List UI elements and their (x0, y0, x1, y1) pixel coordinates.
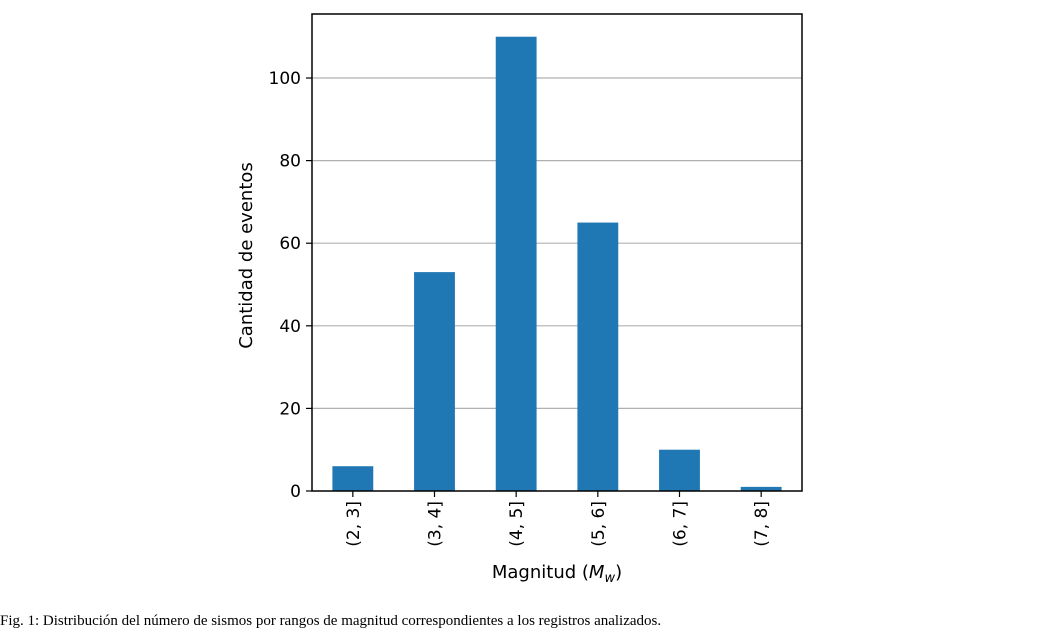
bar (414, 272, 455, 491)
y-tick-label: 0 (290, 482, 301, 502)
x-tick-label: (2, 3] (344, 501, 364, 547)
y-axis-label: Cantidad de eventos (236, 162, 257, 349)
x-tick-label: (5, 6] (589, 501, 609, 547)
y-tick-label: 20 (279, 399, 301, 419)
bar (740, 486, 782, 491)
bars (332, 36, 782, 491)
bar-chart: 0 20 40 60 80 100 (2, 3] (3, 4] (4, 5] (5, 6] (6,… (236, 13, 803, 586)
y-tick-label: 80 (279, 152, 301, 172)
x-tick-label: (6, 7] (671, 501, 691, 547)
bar (332, 466, 374, 491)
y-tick-label: 100 (269, 69, 301, 89)
x-axis-label-close: ) (615, 562, 622, 583)
y-tick-label: 40 (279, 317, 301, 337)
x-axis-label-text: Magnitud ( (492, 562, 589, 583)
x-tick-label: (3, 4] (426, 501, 446, 547)
y-tick-label: 60 (279, 234, 301, 254)
x-axis-label-symbol: M (589, 562, 605, 583)
bar (659, 449, 700, 491)
plot-frame (311, 13, 803, 492)
figure-caption: Fig. 1: Distribución del número de sismo… (0, 613, 662, 629)
x-axis-label-subscript: w (604, 571, 615, 586)
y-axis-ticks: 0 20 40 60 80 100 (269, 69, 312, 502)
x-axis-ticks: (2, 3] (3, 4] (4, 5] (5, 6] (6, 7] (7, 8] (344, 491, 772, 547)
x-tick-label: (4, 5] (507, 501, 527, 547)
bar (577, 222, 619, 491)
bar (495, 36, 537, 491)
x-tick-label: (7, 8] (752, 501, 772, 547)
gridlines (312, 77, 802, 410)
x-axis-label: Magnitud (Mw) (492, 562, 622, 586)
